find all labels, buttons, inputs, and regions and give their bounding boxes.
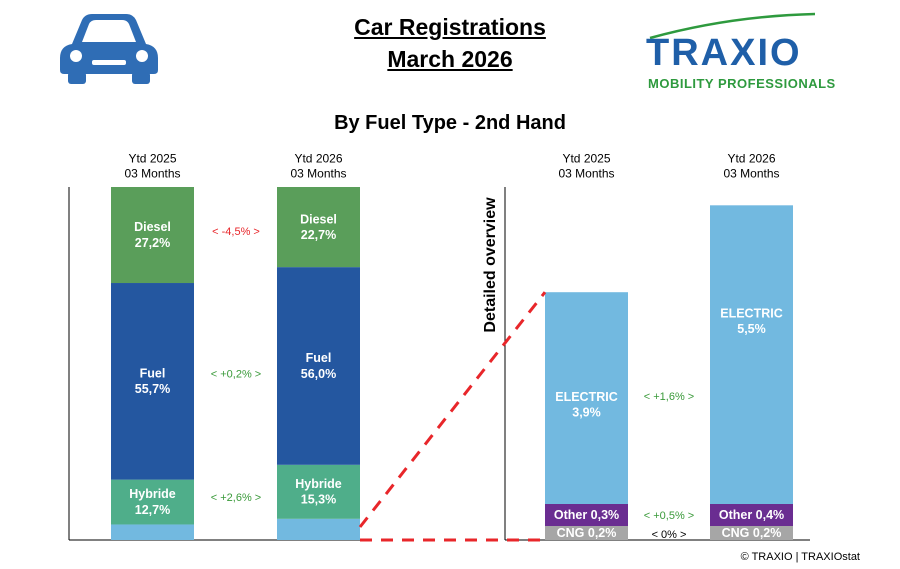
bar-label: Other 0,4% — [719, 508, 784, 522]
bar-label: CNG 0,2% — [557, 526, 617, 540]
bar-electric — [545, 292, 628, 504]
bar-other — [111, 524, 194, 540]
delta-label: < +2,6% > — [211, 492, 261, 504]
bar-electric — [710, 205, 793, 505]
bar-cng — [545, 526, 628, 540]
delta-label: < +0,2% > — [211, 369, 261, 381]
bar-other — [545, 504, 628, 526]
bar-hybride — [277, 464, 360, 519]
delta-label: < +1,6% > — [644, 391, 694, 403]
delta-label: < 0% > — [652, 529, 687, 541]
bar-other — [277, 518, 360, 540]
delta-label: < +0,5% > — [644, 510, 694, 522]
bar-label: ELECTRIC 5,5% — [720, 306, 783, 336]
bar-label: CNG 0,2% — [722, 526, 782, 540]
footer-credit: © TRAXIO | TRAXIOstat — [740, 551, 860, 563]
bar-cng — [710, 526, 793, 540]
bar-label: Other 0,3% — [554, 508, 619, 522]
x-tick-label: Ytd 2025 03 Months — [558, 152, 614, 181]
bar-fuel — [277, 267, 360, 465]
y-axis-label: Detailed overview — [482, 197, 499, 333]
bar-label: Diesel 22,7% — [300, 212, 337, 242]
chart-subtitle: By Fuel Type - 2nd Hand — [334, 112, 566, 134]
car-icon — [60, 14, 158, 84]
zoom-connector-top — [358, 291, 547, 528]
bar-label: Fuel 56,0% — [301, 351, 336, 381]
x-tick-label: Ytd 2026 03 Months — [723, 152, 779, 181]
x-tick-label: Ytd 2025 03 Months — [124, 152, 180, 181]
bar-label: ELECTRIC 3,9% — [555, 390, 618, 420]
bar-diesel — [111, 187, 194, 284]
bar-label: Hybride 12,7% — [129, 487, 176, 517]
chart-title-line2: March 2026 — [387, 46, 513, 72]
bar-other — [710, 504, 793, 526]
logo-word: TRAXIO — [646, 32, 802, 74]
bar-hybride — [111, 479, 194, 525]
bar-label: Fuel 55,7% — [135, 367, 170, 397]
traxio-logo: TRAXIO MOBILITY PROFESSIONALS — [640, 12, 845, 94]
bar-fuel — [111, 283, 194, 480]
x-tick-label: Ytd 2026 03 Months — [290, 152, 346, 181]
bar-diesel — [277, 187, 360, 268]
bar-label: Diesel 27,2% — [134, 220, 171, 250]
chart-title-line1: Car Registrations — [354, 14, 546, 40]
bar-label: Hybride 15,3% — [295, 477, 342, 507]
logo-tagline: MOBILITY PROFESSIONALS — [648, 76, 836, 91]
delta-label: < -4,5% > — [212, 226, 260, 238]
